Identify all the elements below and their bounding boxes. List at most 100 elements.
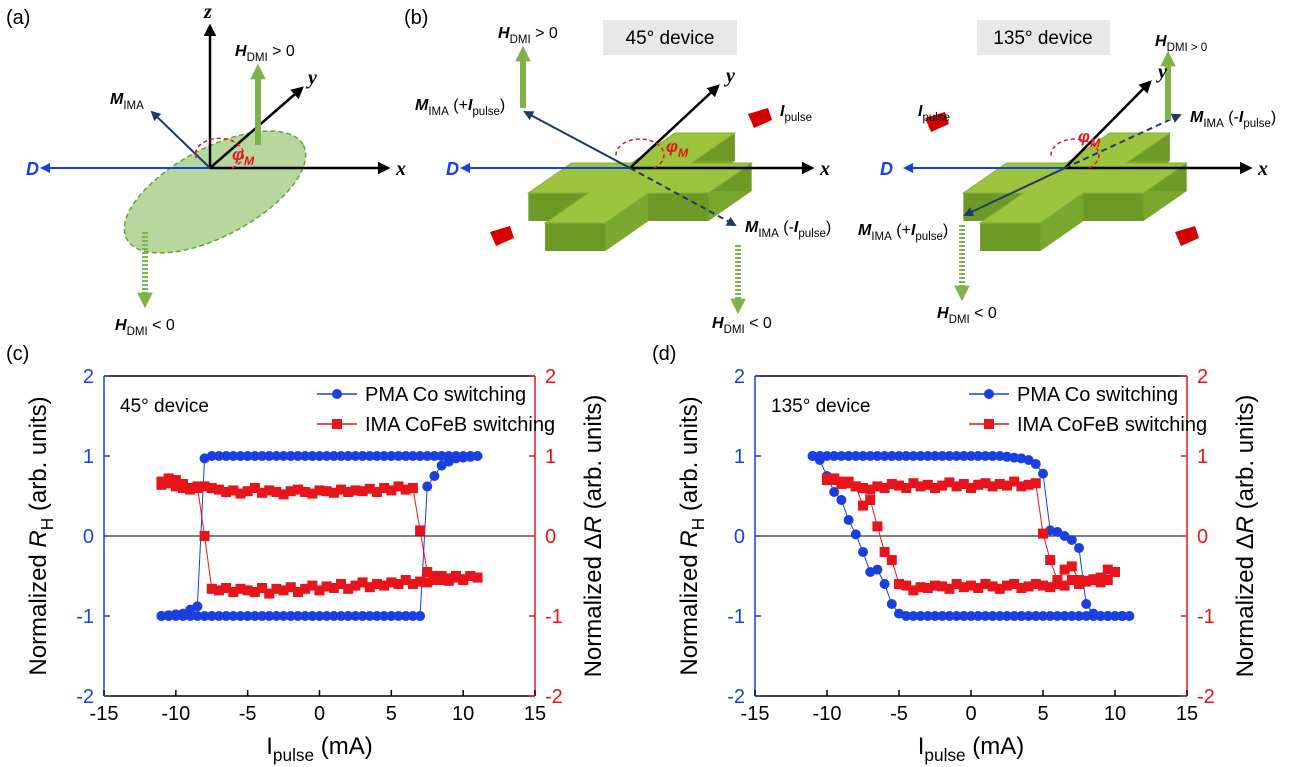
data-point xyxy=(371,487,382,497)
text-part: DMI xyxy=(510,34,531,46)
axis-letter: x xyxy=(819,158,830,180)
data-point xyxy=(1023,611,1034,621)
data-point xyxy=(980,579,991,589)
data-point xyxy=(292,451,303,461)
label: HDMI > 0 xyxy=(498,25,558,46)
data-point xyxy=(1009,476,1020,487)
text-part: (arb. units) xyxy=(1232,395,1259,516)
data-point xyxy=(257,583,268,593)
text-part: H xyxy=(1155,33,1167,50)
data-point xyxy=(278,585,289,596)
text-part: M xyxy=(244,154,255,168)
data-point xyxy=(886,451,897,461)
data-point xyxy=(1002,480,1012,491)
data-point xyxy=(1088,574,1099,585)
data-point xyxy=(429,471,440,481)
data-point xyxy=(1095,611,1106,621)
text-part: φ xyxy=(1078,127,1090,146)
data-point xyxy=(879,579,890,589)
data-point xyxy=(973,479,984,490)
label: MIMA (-Ipulse) xyxy=(745,219,831,240)
text-part: M xyxy=(858,222,872,239)
label: MIMA (+Ipulse) xyxy=(858,222,948,243)
y2-axis-label: Normalized ΔR (arb. units) xyxy=(580,395,607,678)
text-part: (arb. units) xyxy=(25,396,52,517)
y-tick-label: 2 xyxy=(83,366,94,388)
data-point xyxy=(292,611,303,621)
text-part: pulse xyxy=(1243,118,1271,130)
arrow xyxy=(1064,80,1152,169)
data-point xyxy=(221,451,232,461)
data-point xyxy=(443,575,454,586)
data-point xyxy=(199,453,210,464)
text-part: ) xyxy=(1271,109,1276,126)
axis-letter: y xyxy=(1156,61,1167,83)
text-part: (arb. units) xyxy=(676,396,703,517)
data-point xyxy=(894,608,904,619)
data-point xyxy=(436,575,447,585)
data-point xyxy=(1110,567,1120,577)
data-point xyxy=(987,611,998,621)
data-point xyxy=(908,585,919,596)
data-point xyxy=(987,581,998,592)
data-point xyxy=(450,572,461,583)
data-point xyxy=(1052,579,1063,589)
data-point xyxy=(400,575,411,585)
data-point xyxy=(271,611,282,621)
x-tick-label: 10 xyxy=(1104,703,1126,725)
panel-label: (a) xyxy=(6,7,30,29)
y2-tick-label: 1 xyxy=(545,446,556,468)
y2-tick-label: -1 xyxy=(545,606,563,628)
data-point xyxy=(249,451,260,461)
data-point xyxy=(192,481,203,492)
data-point xyxy=(886,555,897,565)
y-tick-label: -1 xyxy=(727,606,745,628)
data-point xyxy=(951,481,962,492)
text-part: (mA) xyxy=(314,733,373,760)
data-point xyxy=(858,547,868,557)
data-point xyxy=(400,611,411,621)
annotation: 135° device xyxy=(771,396,871,417)
data-point xyxy=(1081,611,1092,621)
legend-marker xyxy=(984,389,994,399)
data-point xyxy=(156,611,167,621)
data-point xyxy=(350,451,361,461)
text-part: M xyxy=(415,97,429,114)
legend-label: IMA CoFeB switching xyxy=(365,414,555,436)
text-part: M xyxy=(678,146,689,160)
data-point xyxy=(1016,481,1027,492)
y-tick-label: 2 xyxy=(734,366,745,388)
data-point xyxy=(407,451,418,461)
data-point xyxy=(328,611,339,621)
data-point xyxy=(328,583,339,593)
data-point xyxy=(357,486,368,497)
data-point xyxy=(1066,611,1077,621)
data-point xyxy=(257,451,268,461)
data-point xyxy=(422,481,433,492)
data-point xyxy=(1074,579,1084,589)
data-point xyxy=(850,529,861,540)
data-point xyxy=(980,478,991,489)
device-side xyxy=(980,223,1041,251)
text-part: IMA xyxy=(1203,118,1224,130)
y-tick-label: 0 xyxy=(83,526,94,548)
data-point xyxy=(321,451,332,461)
axis-letter: x xyxy=(1257,158,1268,180)
x-tick-label: -10 xyxy=(161,703,190,725)
data-point xyxy=(872,521,883,532)
text-part: H xyxy=(37,518,57,530)
data-point xyxy=(1074,543,1084,553)
x-tick-label: 15 xyxy=(524,703,546,725)
axis-letter: D xyxy=(880,159,893,179)
label: φM xyxy=(666,137,689,160)
text-part: Normalized xyxy=(676,548,703,676)
data-point xyxy=(1038,528,1048,539)
data-point xyxy=(343,451,354,461)
contact-pad xyxy=(925,112,949,132)
data-point xyxy=(343,487,354,497)
text-part: R xyxy=(25,530,52,547)
data-point xyxy=(321,581,332,592)
data-point xyxy=(879,483,890,493)
data-point xyxy=(1081,576,1092,587)
data-point xyxy=(379,580,390,591)
